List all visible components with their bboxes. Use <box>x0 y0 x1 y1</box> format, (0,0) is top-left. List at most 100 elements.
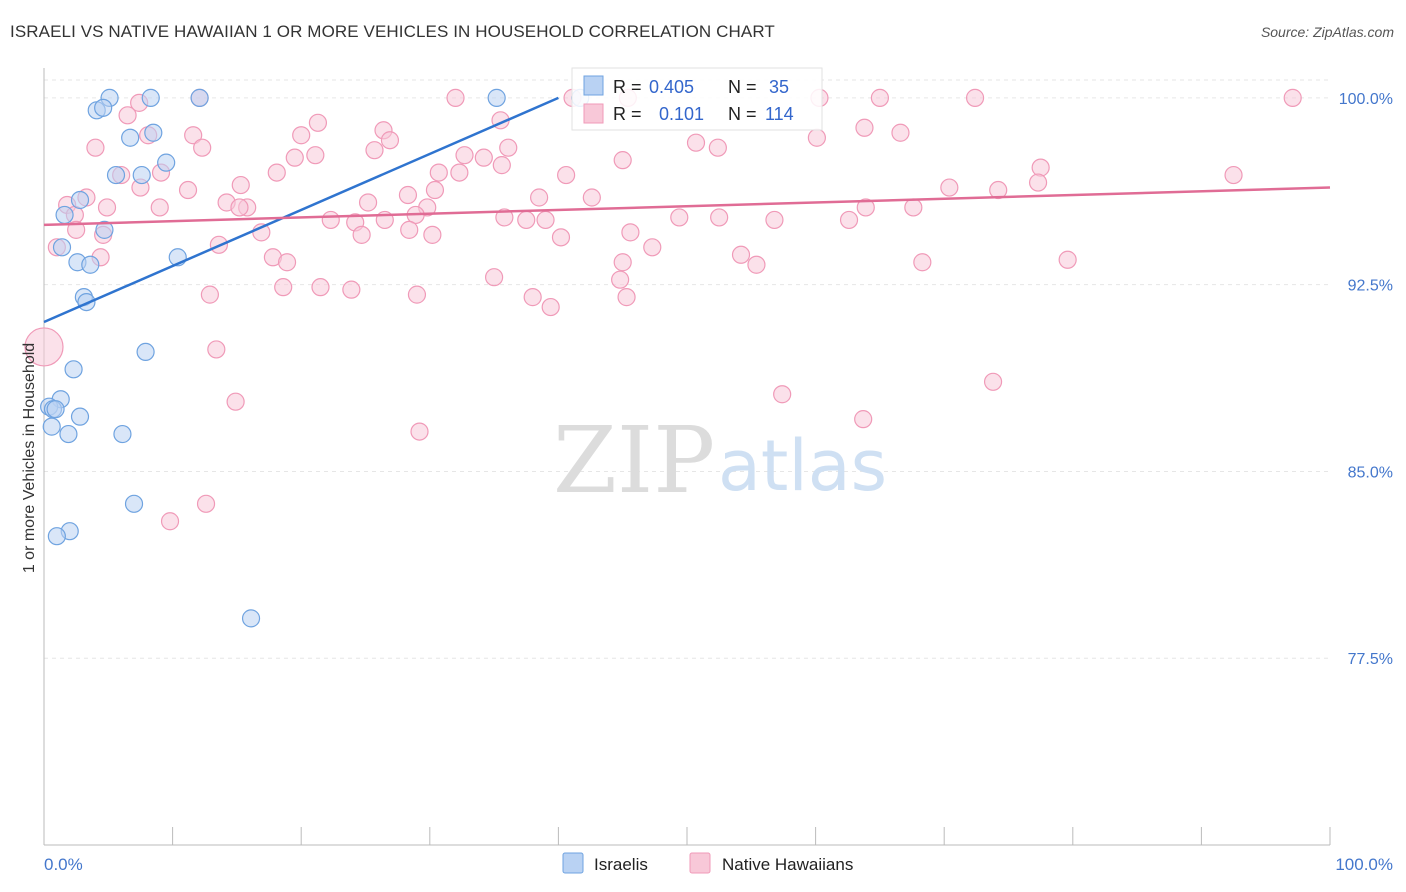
stats-r-value-israelis: 0.405 <box>649 77 694 97</box>
native-hawaiian-point <box>86 138 105 157</box>
native-hawaiian-point <box>342 280 361 299</box>
israelis-point <box>47 527 66 546</box>
native-hawaiian-point <box>1283 88 1302 107</box>
native-hawaiian-point <box>24 327 64 367</box>
native-hawaiian-point <box>989 180 1008 200</box>
native-hawaiian-point <box>1058 250 1077 269</box>
stats-n-value-israelis: 35 <box>769 77 789 97</box>
native-hawaiian-point <box>1224 165 1243 185</box>
israelis-points <box>40 88 590 628</box>
native-hawaiian-point <box>517 210 536 230</box>
native-hawaiian-point <box>617 288 636 307</box>
native-hawaiian-point <box>226 392 245 411</box>
native-hawaiian-point <box>765 210 784 230</box>
native-hawaiian-point <box>207 340 226 359</box>
watermark-atlas: atlas <box>718 425 887 507</box>
y-tick-label: 100.0% <box>1339 91 1393 108</box>
israelis-point <box>95 220 114 239</box>
native-hawaiian-point <box>731 245 751 264</box>
native-hawaiian-point <box>118 106 137 125</box>
native-hawaiian-point <box>193 138 212 157</box>
chart-title: ISRAELI VS NATIVE HAWAIIAN 1 OR MORE VEH… <box>10 22 775 41</box>
watermark-zip: ZIP <box>553 407 715 514</box>
native-hawaiian-point <box>492 156 511 175</box>
israelis-point <box>64 360 83 379</box>
native-hawaiian-point <box>398 185 418 205</box>
native-hawaiian-point <box>855 118 874 137</box>
native-hawaiian-point <box>200 285 219 304</box>
israelis-point <box>106 165 126 185</box>
israelis-point <box>144 123 163 142</box>
native-hawaiian-point <box>196 494 216 513</box>
israelis-point <box>487 88 506 107</box>
x-tick-label-right: 100.0% <box>1335 855 1393 874</box>
stats-box-bg <box>571 67 823 131</box>
native-hawaiian-point <box>150 198 169 217</box>
native-hawaiian-point <box>400 220 419 239</box>
native-hawaiian-point <box>773 385 792 404</box>
israelis-point <box>132 165 151 185</box>
native-hawaiian-point <box>856 198 875 217</box>
native-hawaiian-point <box>306 146 325 165</box>
x-tick-label-left: 0.0% <box>44 855 83 874</box>
native-hawaiian-point <box>321 210 340 230</box>
native-hawaiian-point <box>940 178 959 197</box>
native-hawaiians-trend-line <box>43 186 1331 227</box>
israelis-point <box>141 88 160 107</box>
native-hawaiian-point <box>670 208 689 227</box>
stats-n-label-israelis: N = <box>728 77 757 97</box>
native-hawaiian-point <box>643 238 662 257</box>
native-hawaiian-point <box>686 133 706 152</box>
israelis-point <box>42 417 61 436</box>
native-hawaiian-point <box>311 278 330 297</box>
native-hawaiians-points <box>24 88 1302 531</box>
israelis-point <box>70 407 90 426</box>
native-hawaiian-point <box>446 88 465 107</box>
y-tick-label: 77.5% <box>1348 651 1393 668</box>
native-hawaiian-point <box>450 163 469 182</box>
native-hawaiian-point <box>747 255 766 274</box>
israelis-point <box>241 609 261 628</box>
native-hawaiian-point <box>1031 158 1050 177</box>
native-hawaiian-point <box>285 148 304 167</box>
native-hawaiian-point <box>621 223 640 242</box>
legend-label-israelis: Israelis <box>594 855 648 874</box>
native-hawaiian-point <box>231 175 250 195</box>
native-hawaiian-point <box>965 88 985 107</box>
native-hawaiian-point <box>541 297 560 317</box>
israelis-point <box>70 190 90 210</box>
trend-lines <box>43 96 1331 324</box>
native-hawaiian-point <box>557 165 576 185</box>
watermark: ZIP atlas <box>553 407 887 514</box>
native-hawaiian-point <box>67 220 86 239</box>
stats-swatch-israelis <box>583 75 604 96</box>
native-hawaiian-point <box>410 422 429 441</box>
native-hawaiian-point <box>870 88 890 107</box>
native-hawaiian-point <box>708 138 727 157</box>
y-axis-label: 1 or more Vehicles in Household <box>21 343 38 573</box>
israelis-point <box>52 238 72 257</box>
native-hawaiian-point <box>613 151 632 170</box>
native-hawaiian-point <box>380 131 400 150</box>
native-hawaiian-point <box>530 188 549 207</box>
native-hawaiian-point <box>613 253 632 272</box>
legend-label-native-hawaiians: Native Hawaiians <box>722 855 853 874</box>
axis-ticks: 100.0% 92.5% 85.0% 77.5% 0.0% 100.0% <box>44 91 1393 874</box>
israelis-point <box>157 153 176 172</box>
gridlines <box>44 79 1330 659</box>
native-hawaiian-point <box>854 410 873 429</box>
native-hawaiian-point <box>455 146 474 165</box>
native-hawaiian-point <box>308 113 328 132</box>
israelis-point <box>124 494 144 513</box>
native-hawaiian-point <box>495 208 514 227</box>
stats-r-label-israelis: R = <box>613 77 642 97</box>
native-hawaiian-point <box>839 210 859 230</box>
series-legend: Israelis Native Hawaiians <box>562 852 853 874</box>
native-hawaiian-point <box>611 270 630 289</box>
native-hawaiian-point <box>474 148 493 167</box>
y-tick-label: 92.5% <box>1348 278 1393 295</box>
native-hawaiian-point <box>551 228 571 247</box>
israelis-point <box>55 205 74 225</box>
native-hawaiian-point <box>523 288 542 307</box>
